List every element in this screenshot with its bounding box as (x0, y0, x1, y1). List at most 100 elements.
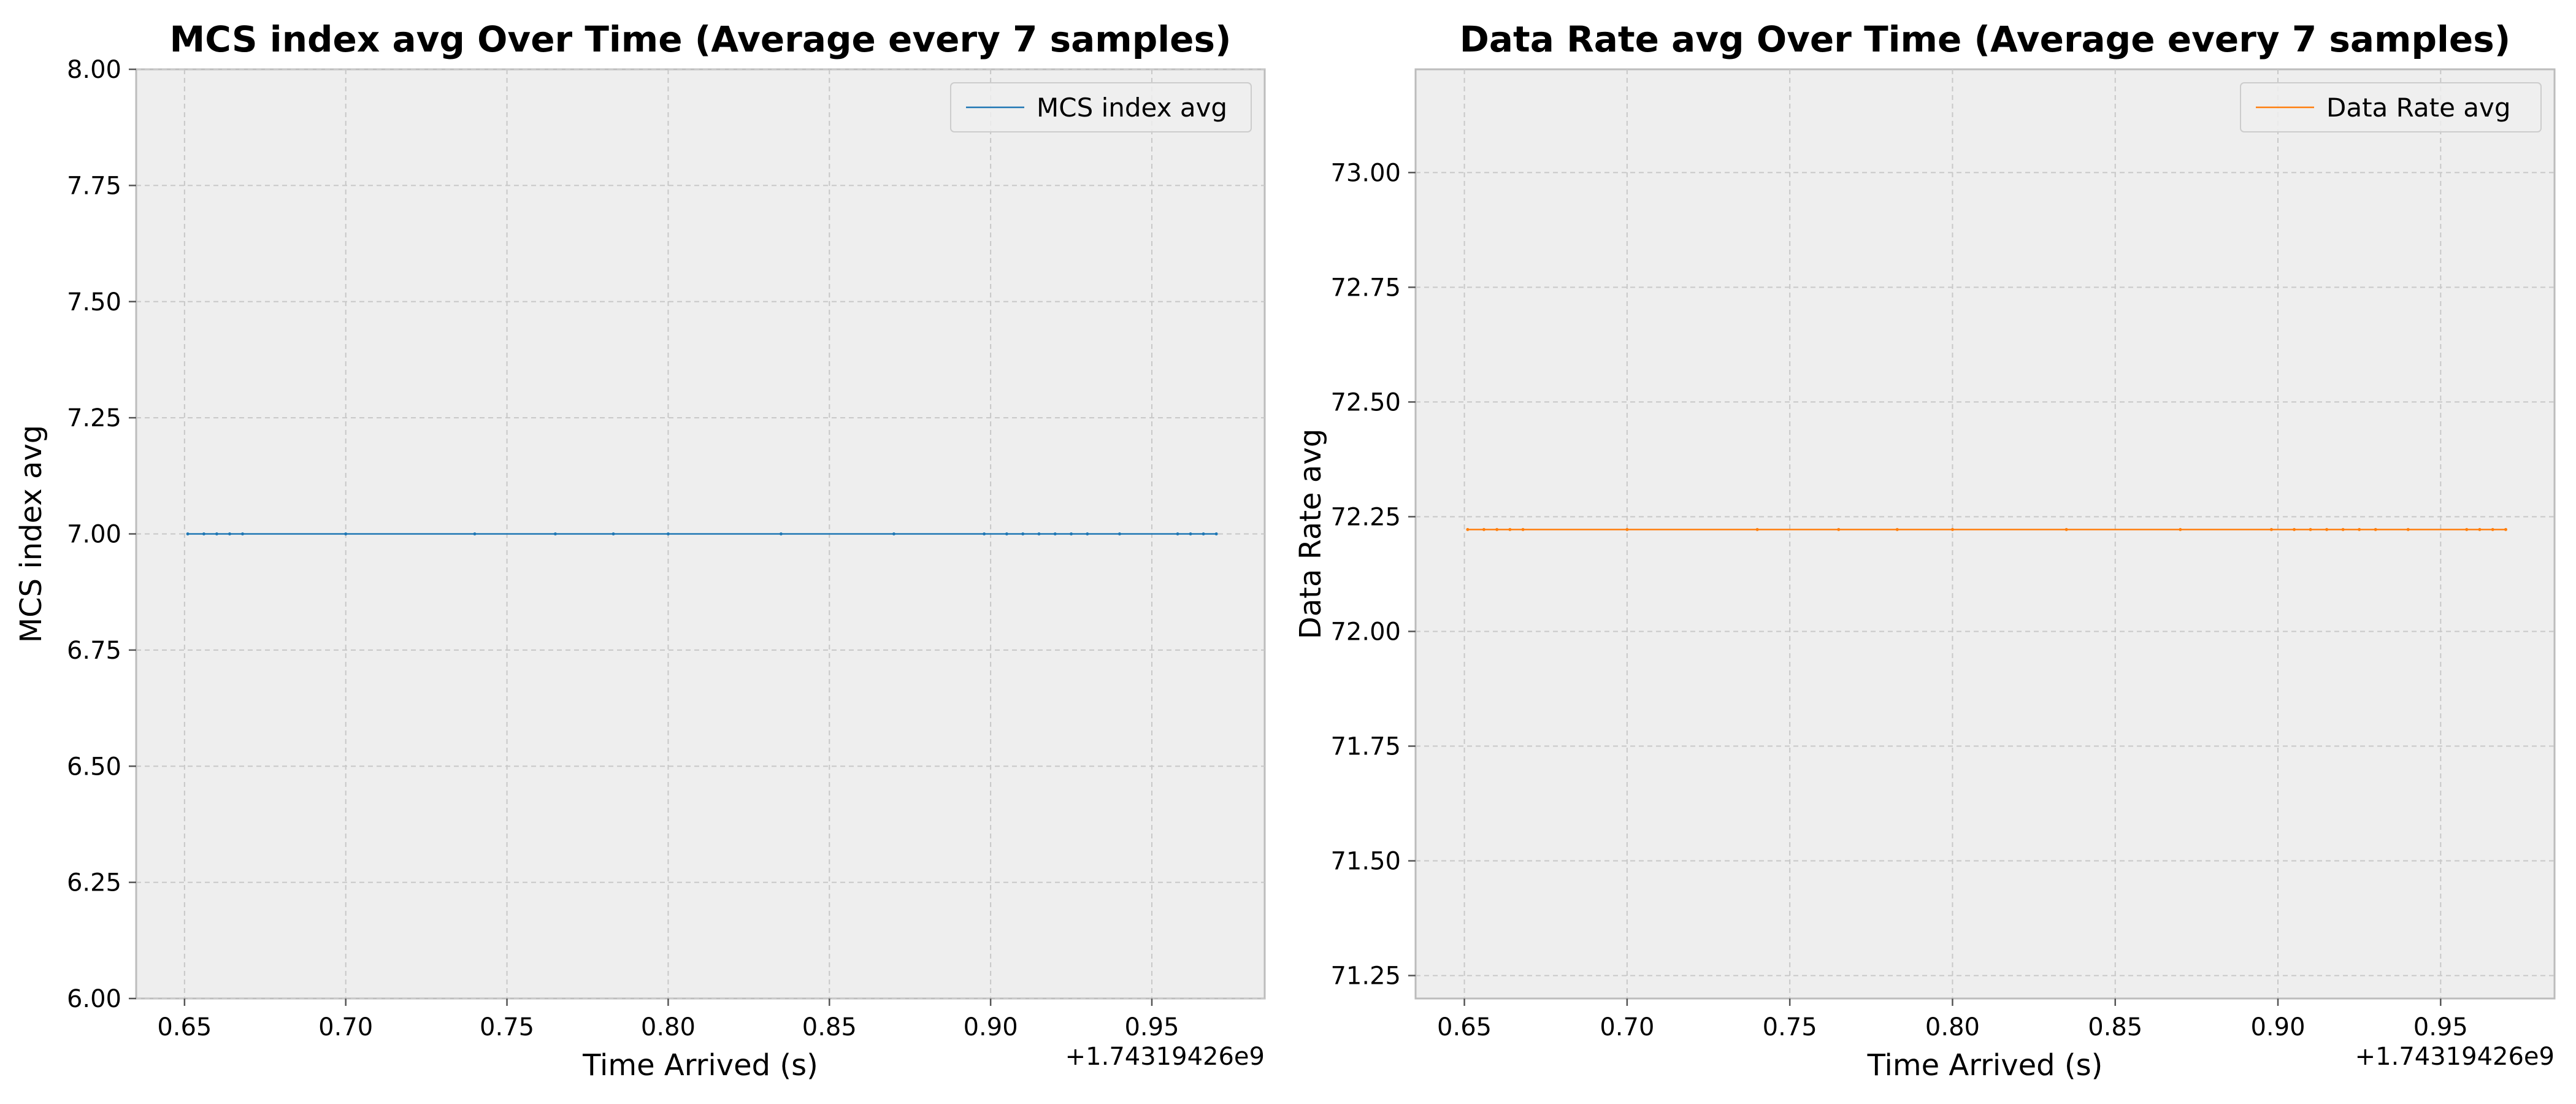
data-point (186, 532, 190, 535)
data-point (2358, 527, 2361, 531)
data-point (553, 532, 557, 535)
data-point (1021, 532, 1025, 535)
data-point (983, 532, 986, 535)
data-point (2293, 527, 2296, 531)
data-point (1482, 527, 1485, 531)
data-point (1755, 527, 1759, 531)
legend-entry-label: Data Rate avg (2326, 93, 2511, 123)
y-tick-label: 71.50 (1330, 848, 1401, 876)
y-tick-label: 6.75 (67, 637, 121, 665)
data-point (2504, 527, 2507, 531)
x-tick-label: 0.65 (157, 1013, 212, 1041)
data-point (1508, 527, 1512, 531)
data-point (2465, 527, 2469, 531)
y-axis-label: Data Rate avg (1294, 429, 1328, 639)
data-point (1005, 532, 1008, 535)
y-tick-label: 8.00 (67, 56, 121, 84)
x-tick-label: 0.80 (1925, 1013, 1980, 1041)
data-point (228, 532, 231, 535)
y-tick-label: 72.00 (1330, 618, 1401, 646)
x-tick-label: 0.90 (2250, 1013, 2305, 1041)
data-point (1950, 527, 1954, 531)
data-point (2341, 527, 2345, 531)
chart-title: MCS index avg Over Time (Average every 7… (169, 18, 1231, 60)
x-tick-label: 0.85 (802, 1013, 857, 1041)
y-tick-label: 6.25 (67, 869, 121, 897)
legend: Data Rate avg (2240, 82, 2542, 132)
data-point (892, 532, 895, 535)
y-tick-label: 7.50 (67, 288, 121, 316)
data-point (1117, 532, 1121, 535)
x-tick-label: 0.80 (641, 1013, 696, 1041)
y-tick-label: 72.75 (1330, 274, 1401, 302)
y-tick-label: 6.50 (67, 753, 121, 781)
x-tick-label: 0.65 (1437, 1013, 1492, 1041)
x-tick-label: 0.85 (2088, 1013, 2142, 1041)
data-point (2269, 527, 2273, 531)
data-point (2491, 527, 2494, 531)
x-tick-label: 0.70 (1600, 1013, 1654, 1041)
data-point (202, 532, 205, 535)
series-lines (186, 532, 1218, 535)
y-tick-label: 71.75 (1330, 733, 1401, 761)
legend-entry-label: MCS index avg (1037, 93, 1227, 123)
data-point (1189, 532, 1192, 535)
x-tick-label: 0.75 (480, 1013, 534, 1041)
y-tick-label: 73.00 (1330, 159, 1401, 187)
data-point (1053, 532, 1057, 535)
chart-data-rate: 0.65 0.70 0.75 0.80 0.85 0.90 0.95 71.25 71.50 71… (1294, 18, 2556, 1083)
data-point (1176, 532, 1179, 535)
data-point (2325, 527, 2329, 531)
x-tick-label: 0.95 (2413, 1013, 2468, 1041)
grid-lines (1416, 69, 2555, 999)
y-tick-label: 7.75 (67, 172, 121, 200)
x-axis-label: Time Arrived (s) (582, 1048, 818, 1083)
x-tick-label: 0.70 (318, 1013, 373, 1041)
data-point (1495, 527, 1499, 531)
data-point (1466, 527, 1470, 531)
y-tick-label: 7.00 (67, 521, 121, 549)
tick-labels: 0.65 0.70 0.75 0.80 0.85 0.90 0.95 71.25 71.50 71… (1330, 159, 2467, 1041)
data-point (2406, 527, 2410, 531)
x-axis-label: Time Arrived (s) (1867, 1048, 2103, 1083)
data-point (1086, 532, 1089, 535)
data-point (2478, 527, 2482, 531)
series-lines (1466, 527, 2507, 531)
data-point (1070, 532, 1073, 535)
data-point (215, 532, 218, 535)
data-point (2064, 527, 2068, 531)
data-point (344, 532, 348, 535)
y-tick-label: 71.25 (1330, 962, 1401, 991)
chart-title: Data Rate avg Over Time (Average every 7… (1460, 18, 2510, 60)
x-tick-label: 0.90 (964, 1013, 1018, 1041)
legend: MCS index avg (950, 82, 1252, 132)
plot-area (1414, 68, 2556, 1000)
x-axis-offset-label: +1.74319426e9 (2355, 1043, 2555, 1071)
data-point (2309, 527, 2312, 531)
y-axis-label: MCS index avg (14, 425, 48, 643)
data-point (779, 532, 783, 535)
legend-box (2240, 82, 2542, 132)
x-tick-label: 0.95 (1124, 1013, 1179, 1041)
y-tick-label: 6.00 (67, 985, 121, 1013)
x-tick-label: 0.75 (1763, 1013, 1817, 1041)
data-point (2374, 527, 2377, 531)
data-point (1037, 532, 1041, 535)
tick-labels: 0.65 0.70 0.75 0.80 0.85 0.90 0.95 6.00 6.25 6.50… (67, 56, 1179, 1041)
data-point (1214, 532, 1218, 535)
data-point (1202, 532, 1205, 535)
data-point (666, 532, 670, 535)
x-axis-offset-label: +1.74319426e9 (1065, 1043, 1265, 1071)
y-tick-label: 72.25 (1330, 503, 1401, 531)
data-point (1895, 527, 1899, 531)
legend-box (950, 82, 1252, 132)
data-point (1625, 527, 1629, 531)
chart-mcs-index: 0.65 0.70 0.75 0.80 0.85 0.90 0.95 6.00 6.25 6.50… (14, 18, 1266, 1083)
data-point (611, 532, 615, 535)
data-point (1837, 527, 1841, 531)
y-tick-label: 7.25 (67, 404, 121, 432)
data-point (473, 532, 477, 535)
y-tick-label: 72.50 (1330, 388, 1401, 416)
data-point (2179, 527, 2182, 531)
